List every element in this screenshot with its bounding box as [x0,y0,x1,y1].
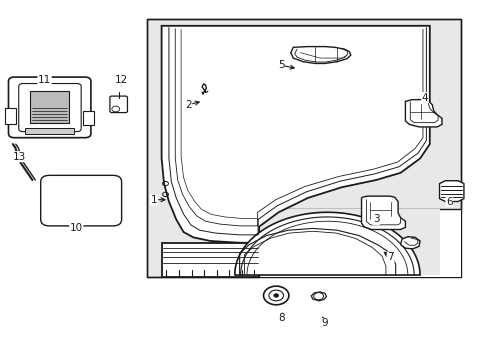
Polygon shape [234,209,439,275]
Text: 9: 9 [321,319,327,328]
Text: 5: 5 [277,60,284,70]
Polygon shape [259,209,461,277]
Polygon shape [161,26,429,243]
FancyBboxPatch shape [110,96,127,113]
Text: 11: 11 [38,75,51,85]
Polygon shape [290,46,350,63]
Polygon shape [147,19,461,277]
Polygon shape [405,100,441,127]
Text: 1: 1 [151,195,157,205]
Polygon shape [400,237,419,249]
Polygon shape [439,181,463,202]
Polygon shape [234,212,419,275]
Polygon shape [161,243,259,277]
Text: 6: 6 [445,197,452,207]
FancyBboxPatch shape [8,77,91,138]
Text: 13: 13 [13,152,26,162]
Text: 4: 4 [421,93,427,103]
Text: 12: 12 [115,75,128,85]
FancyBboxPatch shape [4,108,16,124]
FancyBboxPatch shape [30,91,69,123]
FancyBboxPatch shape [82,111,94,125]
FancyBboxPatch shape [19,84,81,132]
Text: 10: 10 [70,224,82,233]
Text: 2: 2 [185,100,191,110]
Circle shape [273,294,278,297]
Polygon shape [311,292,326,301]
FancyBboxPatch shape [24,129,74,134]
FancyBboxPatch shape [41,175,122,226]
Text: 8: 8 [277,313,284,323]
Polygon shape [361,196,405,229]
Text: 7: 7 [386,252,393,262]
Text: 3: 3 [372,215,379,224]
